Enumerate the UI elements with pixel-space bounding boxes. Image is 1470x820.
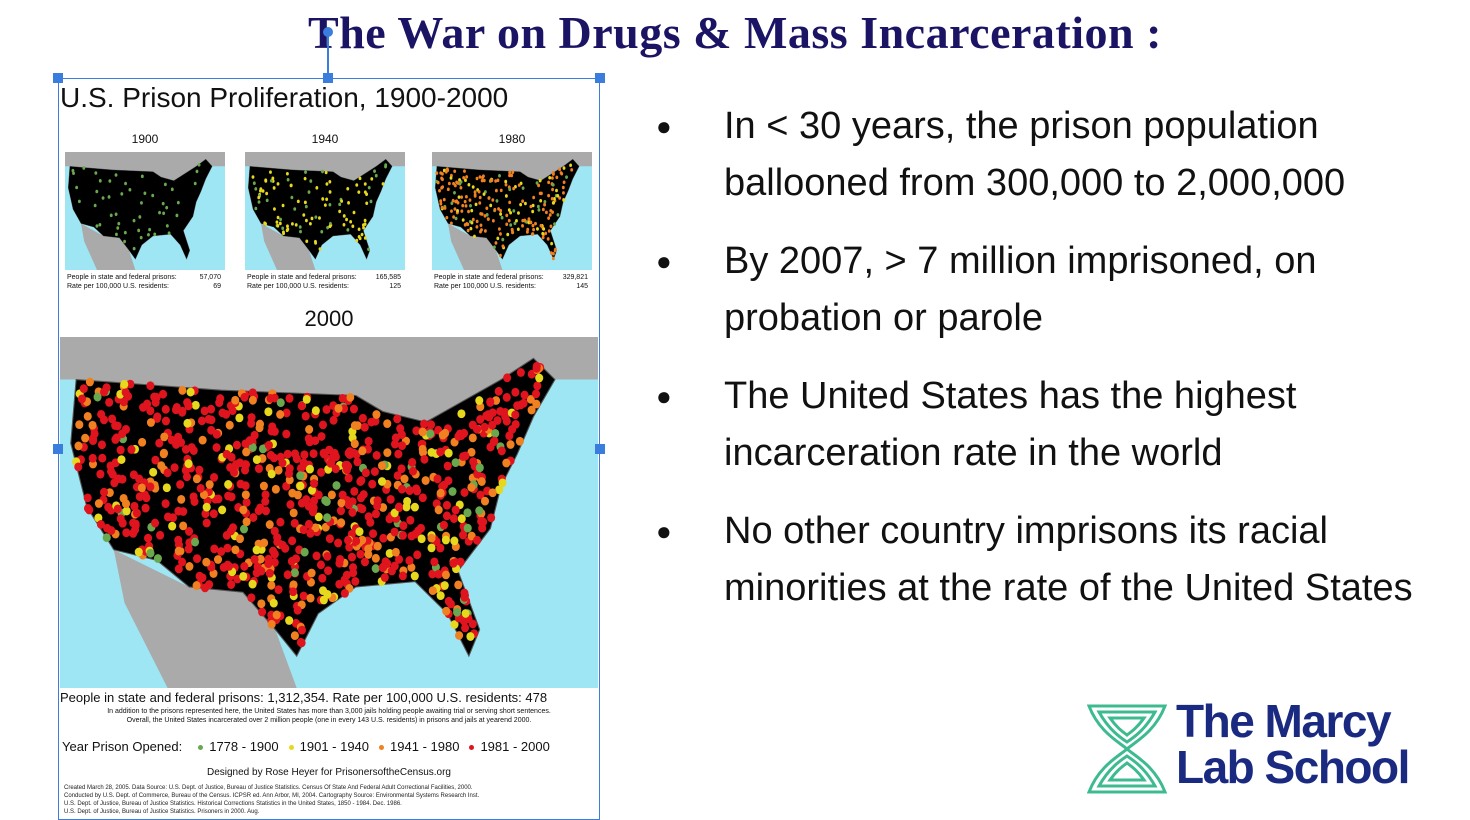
credit: Designed by Rose Heyer for Prisonersofth… — [206, 767, 451, 778]
us-map — [432, 152, 592, 270]
stat-label: Rate per 100,000 U.S. residents: — [434, 283, 536, 290]
legend-item: 1901 - 1940 — [288, 739, 370, 754]
legend-label: 1778 - 1900 — [209, 739, 279, 754]
logo-line: Lab School — [1176, 741, 1410, 793]
resize-handle[interactable] — [595, 73, 605, 83]
stat-value: 145 — [576, 283, 588, 290]
legend-title: Year Prison Opened: — [62, 739, 183, 754]
prison-map-figure: U.S. Prison Proliferation, 1900-2000 190… — [58, 78, 600, 816]
legend-item: 1778 - 1900 — [198, 739, 279, 754]
stat-value: 125 — [389, 283, 401, 290]
panel-stats: People in state and federal prisons: 329,… — [434, 273, 588, 291]
resize-handle[interactable] — [53, 73, 63, 83]
stat-row: Rate per 100,000 U.S. residents: 69 — [67, 282, 221, 291]
us-map — [65, 152, 225, 270]
panel-stats: People in state and federal prisons: 165,… — [247, 273, 401, 291]
figure-title: U.S. Prison Proliferation, 1900-2000 — [60, 82, 509, 113]
bullet-item: By 2007, > 7 million imprisoned, on prob… — [656, 233, 1446, 347]
bullet-item: In < 30 years, the prison population bal… — [656, 98, 1446, 212]
bullet-item: The United States has the highest incarc… — [656, 368, 1446, 482]
source-line: Created March 28, 2005. Data Source: U.S… — [64, 785, 473, 791]
panel-year: 1940 — [311, 132, 339, 146]
legend-swatch — [379, 745, 385, 751]
logo-icon — [1086, 704, 1168, 794]
stat-label: People in state and federal prisons: — [67, 274, 177, 281]
stat-value: 69 — [213, 283, 221, 290]
us-map — [60, 337, 598, 688]
note: In addition to the prisons represented h… — [107, 708, 551, 715]
summary: People in state and federal prisons: 1,3… — [60, 690, 548, 705]
panel-year: 1900 — [131, 132, 159, 146]
stat-label: People in state and federal prisons: — [247, 274, 357, 281]
bullet-list: In < 30 years, the prison population bal… — [656, 98, 1446, 638]
legend: Year Prison Opened: 1778 - 1900 1901 - 194… — [62, 739, 550, 754]
stat-value: 57,070 — [199, 274, 221, 281]
legend-swatch — [469, 745, 475, 751]
resize-handle[interactable] — [53, 444, 63, 454]
legend-item: 1981 - 2000 — [469, 739, 550, 754]
stat-row: Rate per 100,000 U.S. residents: 125 — [247, 282, 401, 291]
bullet-item: No other country imprisons its racial mi… — [656, 503, 1446, 617]
slide-title: The War on Drugs & Mass Incarceration : — [308, 7, 1162, 58]
stat-label: Rate per 100,000 U.S. residents: — [247, 283, 349, 290]
stat-row: People in state and federal prisons: 165,… — [247, 273, 401, 282]
resize-handle[interactable] — [595, 444, 605, 454]
stat-row: People in state and federal prisons: 57,0… — [67, 273, 221, 282]
note: Overall, the United States incarcerated … — [126, 717, 532, 724]
stat-label: Rate per 100,000 U.S. residents: — [67, 283, 169, 290]
resize-handle[interactable] — [323, 73, 333, 83]
legend-label: 1941 - 1980 — [390, 739, 460, 754]
legend-label: 1901 - 1940 — [299, 739, 370, 754]
stat-row: People in state and federal prisons: 329,… — [434, 273, 588, 282]
panel-stats: People in state and federal prisons: 57,0… — [67, 273, 221, 291]
main-year: 2000 — [304, 306, 354, 331]
legend-swatch — [198, 745, 204, 751]
legend-swatch — [288, 745, 294, 751]
source-line: U.S. Dept. of Justice, Bureau of Justice… — [64, 809, 260, 815]
us-map — [245, 152, 405, 270]
source-line: Conducted by U.S. Dept. of Commerce, Bur… — [64, 793, 480, 799]
stat-label: People in state and federal prisons: — [434, 274, 544, 281]
panel-year: 1980 — [498, 132, 526, 146]
stat-row: Rate per 100,000 U.S. residents: 145 — [434, 282, 588, 291]
logo-line: The Marcy — [1176, 695, 1392, 747]
source-line: U.S. Dept. of Justice, Bureau of Justice… — [64, 801, 402, 807]
legend-label: 1981 - 2000 — [480, 739, 550, 754]
logo-text: The Marcy Lab School — [1176, 695, 1410, 793]
stat-value: 165,585 — [375, 274, 401, 281]
stat-value: 329,821 — [562, 274, 588, 281]
legend-item: 1941 - 1980 — [379, 739, 459, 754]
